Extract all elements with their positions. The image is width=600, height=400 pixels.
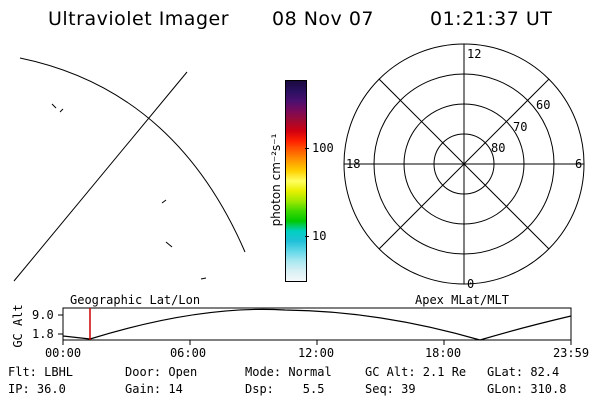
polar-diagonal-2 <box>378 78 550 250</box>
timeline-x-tick-2: 12:00 <box>298 346 334 360</box>
coast-fragment-5 <box>200 277 207 280</box>
timeline-title-right: Apex MLat/MLT <box>415 293 509 307</box>
info-gc-alt: GC Alt: 2.1 Re <box>365 365 467 379</box>
polar-lat-60: 60 <box>536 98 550 112</box>
coast-fragment-1 <box>51 103 57 109</box>
time-label: 01:21:37 UT <box>430 8 553 30</box>
info-mode: Mode: Normal <box>245 365 332 379</box>
orbit-altitude-curve <box>62 308 572 341</box>
polar-label-left: 18 <box>346 157 360 171</box>
timeline-x-tick-0: 00:00 <box>45 346 81 360</box>
polar-label-right: 6 <box>575 157 582 171</box>
info-ip: IP: 36.0 <box>8 382 66 396</box>
info-gain: Gain: 14 <box>125 382 183 396</box>
info-dsp: Dsp: 5.5 <box>245 382 325 396</box>
polar-label-top: 12 <box>467 47 481 61</box>
info-filter: Flt: LBHL <box>8 365 74 379</box>
colorbar-tick-mark-10 <box>305 236 309 237</box>
timeline-y-tick-low: 1.8 <box>32 327 54 341</box>
coast-fragment-2 <box>59 108 64 113</box>
earth-limb-arc <box>19 57 246 253</box>
colorbar-tick-mark-100 <box>305 148 309 149</box>
coast-fragment-4 <box>165 241 173 248</box>
polar-lat-80: 80 <box>491 141 505 155</box>
date-label: 08 Nov 07 <box>272 8 375 30</box>
polar-lat-70: 70 <box>513 120 527 134</box>
info-seq: Seq: 39 <box>365 382 416 396</box>
colorbar-tick-100: 100 <box>312 141 334 155</box>
meridian-line <box>13 71 188 282</box>
colorbar <box>285 80 307 282</box>
colorbar-tick-10: 10 <box>312 229 327 243</box>
timeline-x-tick-4: 23:59 <box>553 346 589 360</box>
timeline-x-tick-1: 06:00 <box>170 346 206 360</box>
polar-label-bottom: 0 <box>467 277 474 291</box>
info-glat: GLat: 82.4 <box>487 365 560 379</box>
instrument-title: Ultraviolet Imager <box>48 8 230 30</box>
info-door: Door: Open <box>125 365 198 379</box>
info-glon: GLon: 310.8 <box>487 382 567 396</box>
timeline-title-left: Geographic Lat/Lon <box>70 293 200 307</box>
timeline-y-axis-label: GC Alt <box>11 304 25 347</box>
coast-fragment-3 <box>161 199 167 204</box>
timeline-x-tick-3: 18:00 <box>425 346 461 360</box>
timeline-y-tick-high: 9.0 <box>32 308 54 322</box>
